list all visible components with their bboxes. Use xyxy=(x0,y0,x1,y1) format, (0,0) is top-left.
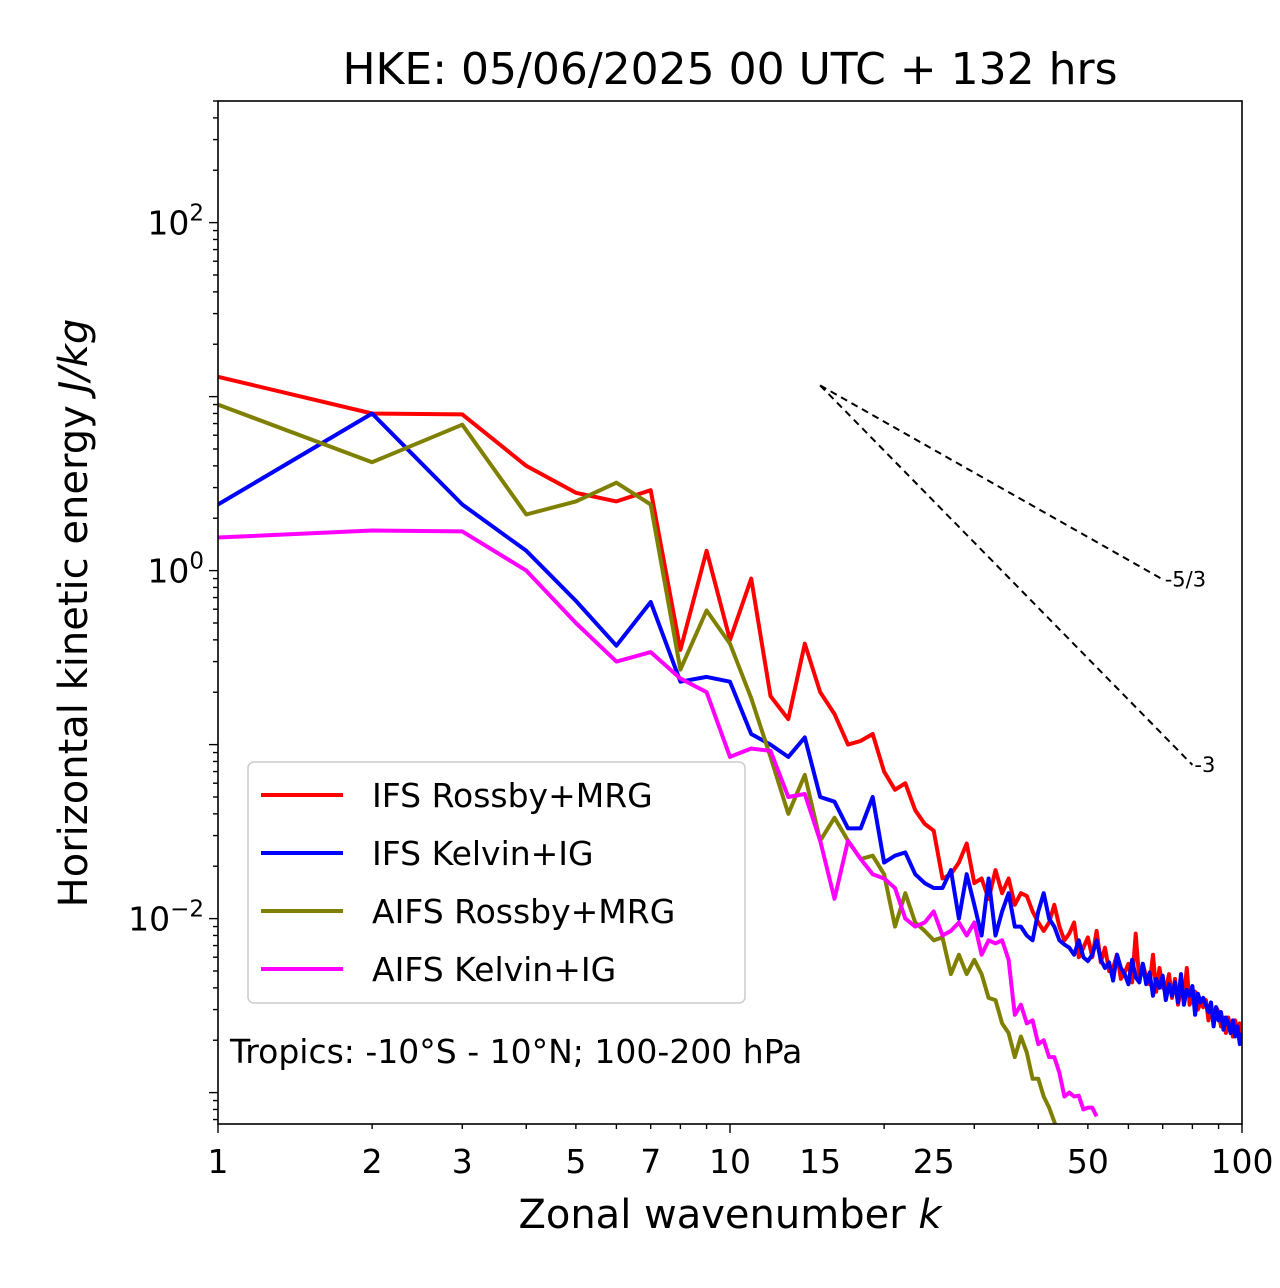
y-axis-label: Horizontal kinetic energy J/kg xyxy=(51,319,97,908)
series-line-ifs-kelvin-ig xyxy=(218,411,1242,1047)
legend-label-aifs-kelvin: AIFS Kelvin+IG xyxy=(372,950,616,989)
x-tick-label: 50 xyxy=(1067,1142,1109,1181)
reference-slope-label: -3 xyxy=(1194,753,1215,777)
x-axis-label: Zonal wavenumber k xyxy=(518,1192,943,1238)
x-tick-label: 2 xyxy=(362,1142,383,1181)
x-axis-ticks: 1 2 3 5 7 10 15 25 50 100 xyxy=(208,1124,1274,1181)
legend-box xyxy=(247,761,746,1004)
y-tick-label: 10−2 xyxy=(128,897,204,939)
legend-label-ifs-kelvin: IFS Kelvin+IG xyxy=(372,834,594,873)
x-tick-label: 10 xyxy=(709,1142,751,1181)
reference-slopes xyxy=(819,384,1194,766)
slope-labels: -5/3 -3 xyxy=(1165,567,1216,776)
reference-slope-line xyxy=(819,384,1194,766)
x-tick-label: 5 xyxy=(565,1142,586,1181)
series-line-aifs-kelvin-ig xyxy=(218,528,1099,1118)
reference-slope-label: -5/3 xyxy=(1165,567,1206,591)
x-tick-label: 25 xyxy=(913,1142,955,1181)
y-axis-ticks: 102 100 10−2 xyxy=(128,100,218,1121)
region-annotation: Tropics: -10°S - 10°N; 100-200 hPa xyxy=(229,1032,802,1071)
series-lines xyxy=(218,374,1242,1124)
x-tick-label: 7 xyxy=(640,1142,661,1181)
series-line-aifs-rossby-mrg xyxy=(218,402,1058,1124)
reference-slope-line xyxy=(819,384,1164,581)
x-tick-label: 1 xyxy=(208,1142,229,1181)
x-tick-label: 15 xyxy=(799,1142,841,1181)
legend: IFS Rossby+MRG IFS Kelvin+IG AIFS Rossby… xyxy=(247,761,746,1004)
y-tick-label: 102 xyxy=(147,201,204,243)
legend-label-aifs-rossby: AIFS Rossby+MRG xyxy=(372,892,675,931)
x-tick-label: 3 xyxy=(452,1142,473,1181)
legend-label-ifs-rossby: IFS Rossby+MRG xyxy=(372,776,653,815)
y-tick-label: 100 xyxy=(147,549,204,591)
chart-title: HKE: 05/06/2025 00 UTC + 132 hrs xyxy=(342,44,1117,95)
x-tick-label: 100 xyxy=(1211,1142,1274,1181)
series-line-ifs-rossby-mrg xyxy=(218,374,1242,1045)
